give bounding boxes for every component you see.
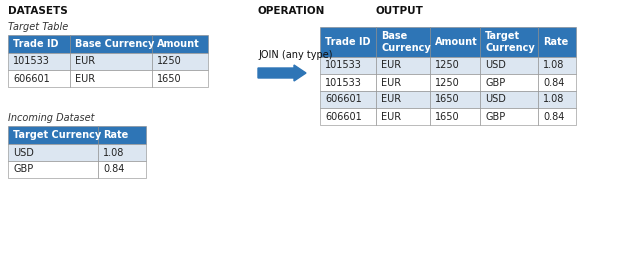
Text: EUR: EUR	[381, 77, 401, 87]
Bar	[8, 35, 70, 53]
Bar	[376, 57, 430, 74]
Text: JOIN (any type): JOIN (any type)	[258, 50, 333, 60]
Text: Amount: Amount	[157, 39, 200, 49]
Text: 0.84: 0.84	[543, 111, 564, 121]
Bar	[8, 70, 70, 87]
Bar	[480, 57, 538, 74]
Text: 0.84: 0.84	[103, 165, 124, 174]
Text: GBP: GBP	[485, 111, 505, 121]
Text: EUR: EUR	[381, 95, 401, 105]
Text: GBP: GBP	[485, 77, 505, 87]
Bar	[320, 27, 376, 57]
Bar	[376, 91, 430, 108]
Text: 1650: 1650	[435, 111, 460, 121]
Text: Base Currency: Base Currency	[75, 39, 154, 49]
Bar	[538, 108, 576, 125]
Text: 1250: 1250	[435, 77, 460, 87]
Text: 1250: 1250	[435, 61, 460, 70]
Text: Target Table: Target Table	[8, 22, 68, 32]
Text: Target
Currency: Target Currency	[485, 31, 535, 53]
Text: 1.08: 1.08	[543, 95, 564, 105]
Text: 1.08: 1.08	[103, 147, 124, 158]
Text: EUR: EUR	[381, 61, 401, 70]
Text: USD: USD	[13, 147, 34, 158]
Bar	[430, 27, 480, 57]
Text: 0.84: 0.84	[543, 77, 564, 87]
Text: Rate: Rate	[103, 130, 129, 140]
Bar	[320, 108, 376, 125]
Bar	[430, 74, 480, 91]
Bar	[480, 108, 538, 125]
Bar	[430, 108, 480, 125]
Bar	[70, 53, 152, 70]
Bar	[70, 70, 152, 87]
Bar	[8, 144, 98, 161]
Bar	[320, 74, 376, 91]
Bar	[152, 35, 208, 53]
Bar	[538, 27, 576, 57]
Bar	[320, 57, 376, 74]
Text: USD: USD	[485, 95, 506, 105]
Bar	[480, 74, 538, 91]
Bar	[430, 57, 480, 74]
Text: DATASETS: DATASETS	[8, 6, 68, 16]
Bar	[98, 126, 146, 144]
Text: EUR: EUR	[75, 73, 95, 84]
Bar	[320, 91, 376, 108]
Text: OPERATION: OPERATION	[258, 6, 325, 16]
Text: Incoming Dataset: Incoming Dataset	[8, 113, 94, 123]
Text: EUR: EUR	[381, 111, 401, 121]
Bar	[538, 57, 576, 74]
Bar	[152, 53, 208, 70]
Text: GBP: GBP	[13, 165, 33, 174]
Bar	[70, 35, 152, 53]
Bar	[98, 144, 146, 161]
Text: Target Currency: Target Currency	[13, 130, 101, 140]
Text: OUTPUT: OUTPUT	[375, 6, 423, 16]
Text: 101533: 101533	[325, 61, 362, 70]
Bar	[480, 27, 538, 57]
Text: Rate: Rate	[543, 37, 568, 47]
Text: 1650: 1650	[435, 95, 460, 105]
Text: 1250: 1250	[157, 57, 182, 66]
Text: 1.08: 1.08	[543, 61, 564, 70]
Bar	[538, 74, 576, 91]
Bar	[98, 161, 146, 178]
Text: 606601: 606601	[13, 73, 50, 84]
Bar	[538, 91, 576, 108]
Text: EUR: EUR	[75, 57, 95, 66]
Text: USD: USD	[485, 61, 506, 70]
Bar	[376, 74, 430, 91]
Text: 1650: 1650	[157, 73, 182, 84]
Bar	[376, 108, 430, 125]
Text: Amount: Amount	[435, 37, 478, 47]
FancyArrow shape	[258, 65, 306, 81]
Bar	[480, 91, 538, 108]
Text: Trade ID: Trade ID	[13, 39, 59, 49]
Bar	[152, 70, 208, 87]
Text: Trade ID: Trade ID	[325, 37, 371, 47]
Bar	[430, 91, 480, 108]
Bar	[8, 53, 70, 70]
Text: 606601: 606601	[325, 95, 362, 105]
Bar	[8, 161, 98, 178]
Bar	[8, 126, 98, 144]
Text: 606601: 606601	[325, 111, 362, 121]
Text: Base
Currency: Base Currency	[381, 31, 431, 53]
Text: 101533: 101533	[325, 77, 362, 87]
Text: 101533: 101533	[13, 57, 50, 66]
Bar	[376, 27, 430, 57]
